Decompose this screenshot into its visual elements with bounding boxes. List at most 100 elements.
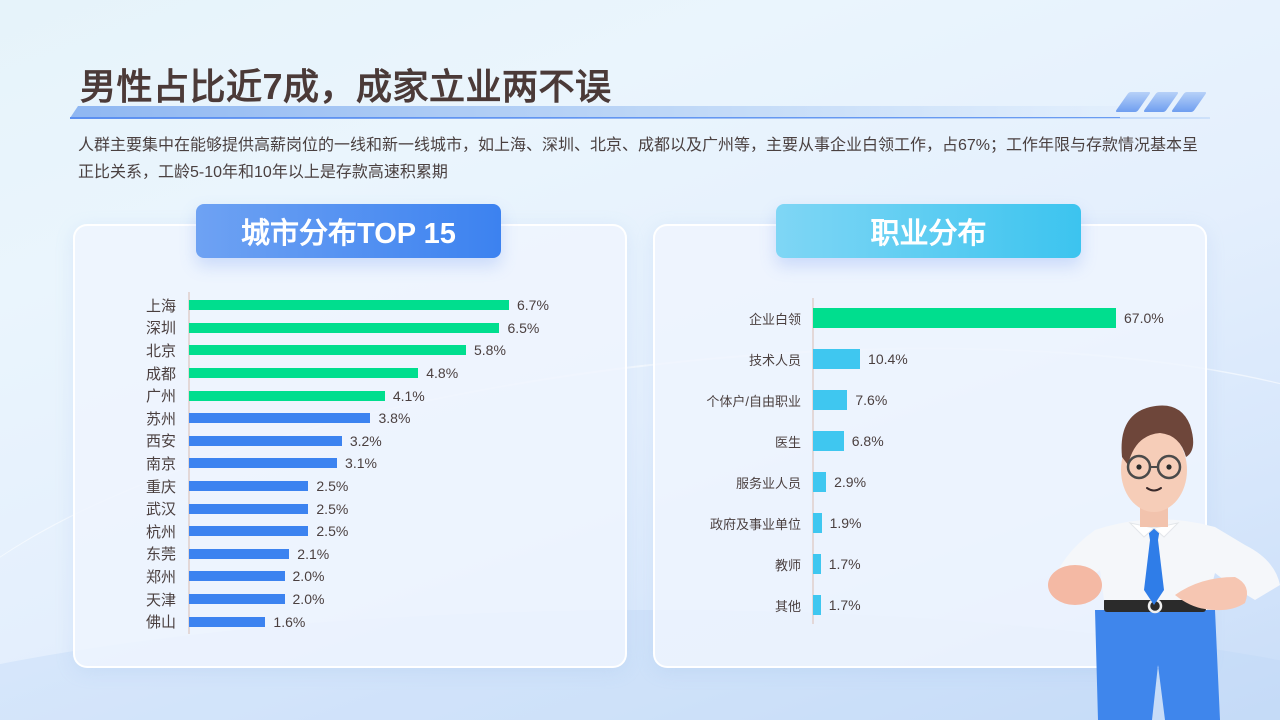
city-value-label: 2.5% <box>316 523 349 540</box>
city-value-label: 2.0% <box>292 591 325 608</box>
occupation-label: 服务业人员 <box>735 475 801 491</box>
occupation-panel-tag: 职业分布 <box>776 204 1081 258</box>
occupation-chart-axis <box>812 298 814 624</box>
city-bar <box>189 345 466 356</box>
city-bar-row: 广州 4.1% <box>130 384 425 407</box>
city-label: 天津 <box>145 591 176 609</box>
city-label: 成都 <box>145 365 176 383</box>
occupation-label: 企业白领 <box>748 311 801 327</box>
city-value-label: 1.6% <box>273 613 306 630</box>
title-underline-line <box>70 117 1210 119</box>
occupation-bar <box>813 308 1116 328</box>
occupation-label: 其他 <box>774 598 801 614</box>
city-value-label: 2.1% <box>297 545 330 562</box>
city-bar <box>189 594 285 605</box>
occupation-bar <box>813 349 861 369</box>
city-label: 南京 <box>145 455 176 473</box>
city-label: 西安 <box>145 433 176 451</box>
occupation-label: 个体户/自由职业 <box>706 393 801 409</box>
city-bar-row: 武汉 2.5% <box>130 497 348 520</box>
decorative-slashes <box>1114 92 1208 112</box>
city-label: 苏州 <box>145 410 176 428</box>
occupation-value-label: 1.7% <box>828 556 861 572</box>
city-bar-row: 重庆 2.5% <box>130 475 348 498</box>
city-value-label: 2.5% <box>316 478 349 495</box>
city-bar-row: 杭州 2.5% <box>130 520 348 543</box>
occupation-label: 技术人员 <box>748 352 801 368</box>
city-label: 郑州 <box>145 568 176 586</box>
city-bar <box>189 413 371 424</box>
city-bar <box>189 390 385 401</box>
city-value-label: 6.5% <box>507 319 540 336</box>
occupation-label: 政府及事业单位 <box>709 516 801 532</box>
city-distribution-panel <box>73 224 627 668</box>
city-bar <box>189 322 500 333</box>
city-label: 北京 <box>145 342 176 360</box>
city-label: 深圳 <box>145 320 176 338</box>
city-value-label: 2.0% <box>292 568 325 585</box>
occupation-value-label: 2.9% <box>834 474 867 490</box>
businessman-illustration <box>1048 405 1280 720</box>
occupation-value-label: 1.7% <box>828 597 861 613</box>
occupation-bar <box>813 554 821 574</box>
city-value-label: 4.8% <box>426 365 459 382</box>
occupation-bar <box>813 595 821 615</box>
city-bar-row: 苏州 3.8% <box>130 407 410 430</box>
city-bar-row: 天津 2.0% <box>130 588 324 611</box>
page-subtitle: 人群主要集中在能够提供高薪岗位的一线和新一线城市，如上海、深圳、北京、成都以及广… <box>78 137 1199 181</box>
occupation-value-label: 7.6% <box>855 392 888 408</box>
city-label: 上海 <box>145 297 176 315</box>
occupation-bar-row: 政府及事业单位 1.9% <box>680 512 862 534</box>
city-value-label: 3.8% <box>378 410 411 427</box>
city-value-label: 2.5% <box>316 500 349 517</box>
occupation-value-label: 67.0% <box>1124 310 1164 326</box>
occupation-value-label: 1.9% <box>829 515 862 531</box>
city-value-label: 6.7% <box>517 297 549 314</box>
city-label: 武汉 <box>145 501 176 519</box>
occupation-bar-row: 其他 1.7% <box>680 594 861 616</box>
occupation-value-label: 10.4% <box>868 351 908 367</box>
occupation-bar-row: 个体户/自由职业 7.6% <box>680 389 887 411</box>
occupation-label: 医生 <box>774 434 801 450</box>
city-bar <box>189 548 290 559</box>
occupation-value-label: 6.8% <box>851 433 884 449</box>
city-bar <box>189 571 285 582</box>
city-bar-row: 佛山 1.6% <box>130 610 305 633</box>
city-bar-row: 东莞 2.1% <box>130 543 329 566</box>
occupation-bar-row: 教师 1.7% <box>680 553 861 575</box>
city-label: 重庆 <box>145 478 176 496</box>
city-label: 佛山 <box>145 614 176 632</box>
city-bar <box>189 300 509 311</box>
city-chart-axis <box>188 292 190 634</box>
occupation-bar-row: 企业白领 67.0% <box>680 307 1164 329</box>
city-bar-row: 南京 3.1% <box>130 452 377 475</box>
city-bar <box>189 616 266 627</box>
city-bar-row: 上海 6.7% <box>130 294 549 317</box>
city-bar-row: 西安 3.2% <box>130 430 382 453</box>
occupation-bar-row: 技术人员 10.4% <box>680 348 908 370</box>
city-bar <box>189 435 342 446</box>
city-value-label: 3.2% <box>349 432 382 449</box>
city-bar <box>189 458 338 469</box>
page-title: 男性占比近7成，成家立业两不误 <box>80 66 612 107</box>
occupation-bar-row: 医生 6.8% <box>680 430 884 452</box>
city-bar <box>189 526 309 537</box>
city-label: 东莞 <box>145 546 176 564</box>
city-bar-row: 成都 4.8% <box>130 362 458 385</box>
occupation-bar <box>813 390 848 410</box>
city-label: 杭州 <box>145 523 176 541</box>
city-bar-row: 北京 5.8% <box>130 339 506 362</box>
city-value-label: 3.1% <box>345 455 377 472</box>
city-bar <box>189 503 309 514</box>
city-bar <box>189 368 419 379</box>
occupation-bar <box>813 513 822 533</box>
city-bar-row: 郑州 2.0% <box>130 565 324 588</box>
city-panel-tag: 城市分布TOP 15 <box>196 204 501 258</box>
city-value-label: 5.8% <box>474 342 506 359</box>
city-label: 广州 <box>145 388 176 406</box>
city-value-label: 4.1% <box>392 387 425 404</box>
occupation-bar-row: 服务业人员 2.9% <box>680 471 866 493</box>
city-bar-row: 深圳 6.5% <box>130 317 539 340</box>
occupation-label: 教师 <box>774 557 801 573</box>
occupation-bar <box>813 431 844 451</box>
